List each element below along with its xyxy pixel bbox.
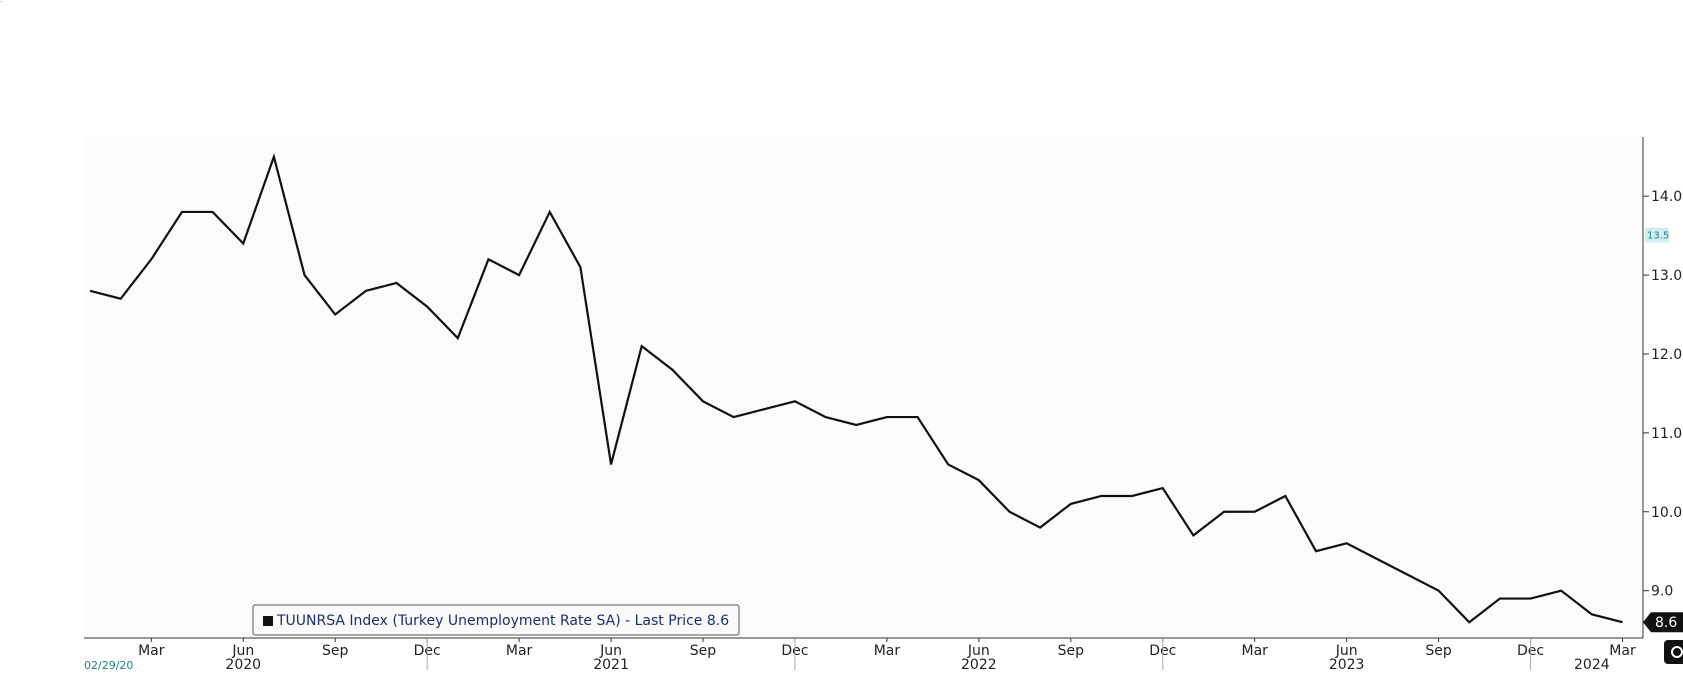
legend-text: TUUNRSA Index (Turkey Unemployment Rate … [276, 613, 729, 629]
legend: TUUNRSA Index (Turkey Unemployment Rate … [253, 605, 739, 635]
y-tick-label: 11.0 [1651, 426, 1682, 442]
y-tick-label: 10.0 [1651, 505, 1682, 521]
y-tick-label: 14.0 [1651, 189, 1682, 205]
x-tick-label: Sep [1425, 643, 1452, 659]
x-tick-label: Mar [874, 643, 901, 659]
x-tick-label: Mar [1609, 643, 1636, 659]
x-tick-label: Sep [322, 643, 349, 659]
options-icon [1664, 640, 1683, 664]
x-tick-label: Sep [690, 643, 717, 659]
corner-dot: · [0, 0, 2, 6]
y-axis: 9.0 10.0 11.0 12.0 13.0 14.0 [1643, 137, 1682, 638]
start-date-label: 02/29/20 [84, 659, 133, 670]
x-year-label: 2020 [225, 657, 261, 670]
y-tick-label: 9.0 [1651, 584, 1673, 600]
x-year-label: 2022 [961, 657, 997, 670]
plot-background [84, 137, 1643, 638]
x-tick-label: Sep [1058, 643, 1085, 659]
y-tick-label: 12.0 [1651, 347, 1682, 363]
x-tick-label: Mar [506, 643, 533, 659]
marker-label: 13.5 [1647, 231, 1669, 242]
x-tick-label: Mar [1241, 643, 1268, 659]
legend-swatch [263, 616, 273, 626]
x-year-label: 2024 [1574, 657, 1610, 670]
x-tick-label: Mar [138, 643, 165, 659]
x-year-label: 2023 [1329, 657, 1365, 670]
y-tick-label: 13.0 [1651, 268, 1682, 284]
x-year-label: 2021 [593, 657, 629, 670]
last-value-badge: 8.6 [1655, 615, 1677, 631]
